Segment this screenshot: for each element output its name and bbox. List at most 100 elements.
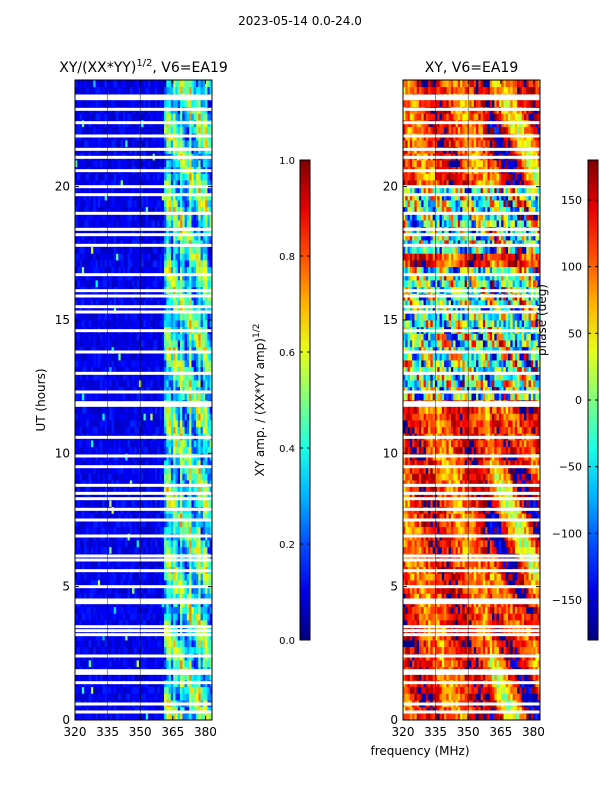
heatmap-cell xyxy=(75,580,78,588)
heatmap-cell xyxy=(170,340,174,348)
heatmap-cell xyxy=(150,460,154,468)
heatmap-cell xyxy=(129,213,133,221)
heatmap-cell xyxy=(95,586,99,594)
heatmap-cell xyxy=(196,640,199,648)
heatmap-cell xyxy=(97,300,101,308)
heatmap-cell xyxy=(134,613,138,621)
heatmap-cell xyxy=(79,713,83,721)
heatmap-cell xyxy=(104,300,108,308)
heatmap-cell xyxy=(93,633,96,641)
heatmap-cell xyxy=(200,593,204,601)
heatmap-cell xyxy=(84,493,87,501)
heatmap-cell xyxy=(127,233,131,241)
heatmap-cell xyxy=(196,660,199,668)
heatmap-cell xyxy=(189,380,192,388)
heatmap-cell xyxy=(177,446,181,454)
heatmap-cell xyxy=(93,393,96,401)
heatmap-cell xyxy=(189,420,192,428)
heatmap-cell xyxy=(152,526,156,534)
heatmap-cell xyxy=(205,480,208,488)
heatmap-cell xyxy=(166,173,170,181)
heatmap-cell xyxy=(209,406,213,414)
heatmap-cell xyxy=(152,540,156,548)
heatmap-cell xyxy=(90,706,94,714)
heatmap-cell xyxy=(106,413,110,421)
heatmap-cell xyxy=(134,560,138,568)
heatmap-cell xyxy=(159,660,163,668)
heatmap-cell xyxy=(113,320,117,328)
heatmap-cell xyxy=(106,200,110,208)
heatmap-cell xyxy=(77,413,80,421)
heatmap-cell xyxy=(127,420,131,428)
heatmap-cell xyxy=(84,546,87,554)
heatmap-cell xyxy=(200,693,204,701)
heatmap-cell xyxy=(116,606,119,614)
heatmap-cell xyxy=(141,280,144,288)
heatmap-cell xyxy=(159,513,163,521)
heatmap-cell xyxy=(143,673,147,681)
heatmap-cell xyxy=(177,233,181,241)
heatmap-cell xyxy=(75,213,78,221)
heatmap-cell xyxy=(125,406,128,414)
heatmap-cell xyxy=(100,713,103,721)
heatmap-cell xyxy=(129,320,133,328)
heatmap-cell xyxy=(186,280,190,288)
heatmap-cell xyxy=(134,340,138,348)
heatmap-cell xyxy=(88,193,92,201)
heatmap-cell xyxy=(209,306,213,314)
heatmap-cell xyxy=(77,320,80,328)
heatmap-cell xyxy=(77,426,80,434)
heatmap-cell xyxy=(122,473,126,481)
heatmap-cell xyxy=(170,586,174,594)
heatmap-cell xyxy=(145,573,149,581)
heatmap-cell xyxy=(113,300,117,308)
heatmap-cell xyxy=(205,353,208,361)
heatmap-cell xyxy=(102,373,106,381)
heatmap-cell xyxy=(150,220,154,228)
heatmap-cell xyxy=(75,346,78,354)
heatmap-cell xyxy=(205,426,208,434)
heatmap-cell xyxy=(205,373,208,381)
heatmap-cell xyxy=(97,386,101,394)
heatmap-cell xyxy=(97,266,101,274)
heatmap-cell xyxy=(77,180,80,188)
heatmap-cell xyxy=(102,620,106,628)
heatmap-cell xyxy=(93,380,96,388)
heatmap-cell xyxy=(134,420,138,428)
heatmap-cell xyxy=(145,246,149,254)
heatmap-cell xyxy=(186,246,190,254)
heatmap-cell xyxy=(136,640,140,648)
heatmap-cell xyxy=(106,426,110,434)
heatmap-cell xyxy=(136,380,140,388)
heatmap-cell xyxy=(84,240,87,248)
heatmap-cell xyxy=(145,253,149,261)
heatmap-cell xyxy=(88,386,92,394)
heatmap-cell xyxy=(184,573,188,581)
heatmap-cell xyxy=(182,206,185,214)
heatmap-cell xyxy=(77,520,80,528)
heatmap-cell xyxy=(145,360,149,368)
heatmap-cell xyxy=(113,346,117,354)
heatmap-cell xyxy=(209,473,213,481)
heatmap-cell xyxy=(125,513,128,521)
heatmap-cell xyxy=(200,360,204,368)
heatmap-cell xyxy=(177,706,181,714)
heatmap-cell xyxy=(189,206,192,214)
heatmap-cell xyxy=(132,333,135,341)
heatmap-cell xyxy=(170,180,174,188)
heatmap-cell xyxy=(202,586,206,594)
heatmap-cell xyxy=(193,520,197,528)
heatmap-cell xyxy=(106,606,110,614)
heatmap-cell xyxy=(86,673,90,681)
heatmap-cell xyxy=(90,353,94,361)
heatmap-cell xyxy=(106,460,110,468)
heatmap-cell xyxy=(106,633,110,641)
heatmap-cell xyxy=(88,473,92,481)
heatmap-cell xyxy=(164,280,167,288)
heatmap-cell xyxy=(109,233,112,241)
heatmap-cell xyxy=(90,233,94,241)
heatmap-cell xyxy=(109,546,112,554)
heatmap-cell xyxy=(127,173,131,181)
heatmap-cell xyxy=(120,426,124,434)
heatmap-cell xyxy=(180,273,183,281)
